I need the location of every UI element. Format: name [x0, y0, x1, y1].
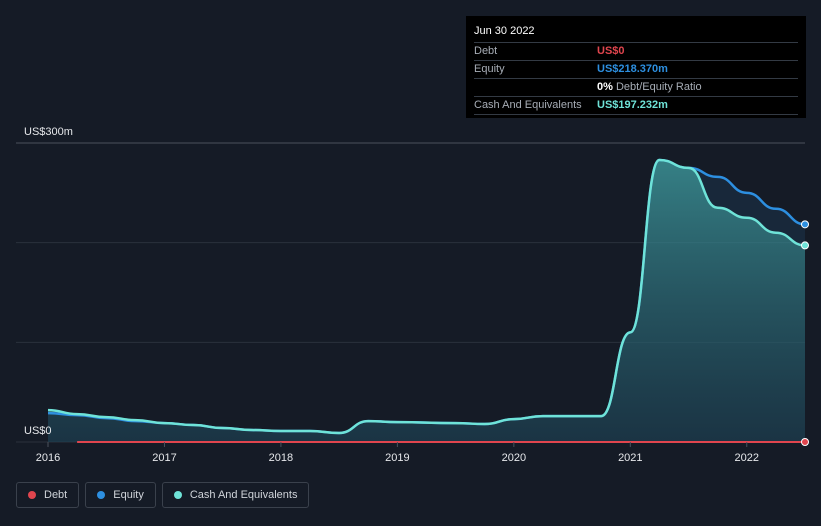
tooltip-ratio: 0% Debt/Equity Ratio: [597, 79, 702, 96]
x-tick-label: 2022: [735, 452, 759, 464]
legend-dot-cash-icon: [173, 491, 182, 499]
x-tick-label: 2016: [36, 452, 60, 464]
tooltip-date: Jun 30 2022: [474, 25, 535, 37]
y-tick-label-bottom: US$0: [24, 425, 52, 437]
cash-area-fill: [48, 159, 805, 442]
legend-item-debt[interactable]: Debt: [16, 482, 80, 508]
data-tooltip: Jun 30 2022 Debt US$0 Equity US$218.370m…: [466, 16, 806, 118]
tooltip-cash-label: Cash And Equivalents: [474, 99, 582, 111]
cash-end-marker: [801, 241, 809, 250]
tooltip-ratio-label: Debt/Equity Ratio: [615, 81, 702, 93]
x-tick-label: 2021: [618, 452, 642, 464]
y-tick-label-top: US$300m: [24, 126, 73, 138]
x-tick-label: 2018: [269, 452, 293, 464]
tooltip-row-debt: Debt US$0: [474, 42, 798, 60]
debt-end-marker: [801, 438, 809, 446]
cash-area: [48, 159, 805, 442]
tooltip-row-ratio: 0% Debt/Equity Ratio: [474, 78, 798, 96]
tooltip-row-equity: Equity US$218.370m: [474, 60, 798, 78]
tooltip-debt-label: Debt: [474, 45, 498, 57]
tooltip-debt-value: US$0: [597, 45, 625, 57]
legend-item-cash[interactable]: Cash And Equivalents: [161, 482, 310, 508]
series-end-markers: [801, 220, 809, 446]
equity-end-marker: [801, 220, 809, 229]
chart-legend: Debt Equity Cash And Equivalents: [16, 482, 310, 508]
tooltip-ratio-value: 0%: [597, 81, 613, 93]
tooltip-equity-label: Equity: [474, 63, 505, 75]
legend-label-debt: Debt: [44, 489, 68, 501]
x-tick-label: 2019: [385, 452, 409, 464]
x-tick-label: 2020: [502, 452, 526, 464]
tooltip-row-cash: Cash And Equivalents US$197.232m: [474, 96, 798, 115]
series-lines: [47, 158, 806, 444]
legend-dot-debt-icon: [28, 491, 36, 499]
x-axis-ticks: 2016 2017 2018 2019 2020 2021 2022: [36, 442, 759, 464]
legend-item-equity[interactable]: Equity: [85, 482, 156, 508]
tooltip-cash-value: US$197.232m: [597, 99, 668, 111]
cash-line: [47, 158, 806, 435]
tooltip-equity-value: US$218.370m: [597, 63, 668, 75]
x-tick-label: 2017: [152, 452, 176, 464]
legend-dot-equity-icon: [97, 491, 106, 499]
tooltip-ratio-spacer: [474, 79, 597, 96]
legend-label-equity: Equity: [113, 489, 144, 501]
legend-label-cash: Cash And Equivalents: [189, 489, 298, 501]
